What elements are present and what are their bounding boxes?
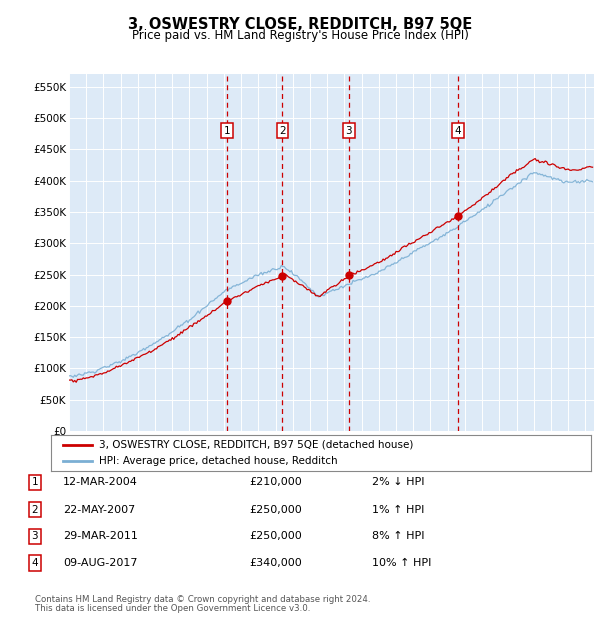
Text: 12-MAR-2004: 12-MAR-2004 bbox=[63, 477, 138, 487]
Text: £210,000: £210,000 bbox=[249, 477, 302, 487]
Text: 29-MAR-2011: 29-MAR-2011 bbox=[63, 531, 138, 541]
Text: 2% ↓ HPI: 2% ↓ HPI bbox=[372, 477, 425, 487]
Text: 2: 2 bbox=[31, 505, 38, 515]
Text: 3: 3 bbox=[31, 531, 38, 541]
Text: Contains HM Land Registry data © Crown copyright and database right 2024.: Contains HM Land Registry data © Crown c… bbox=[35, 595, 370, 604]
Text: 4: 4 bbox=[455, 126, 461, 136]
Text: HPI: Average price, detached house, Redditch: HPI: Average price, detached house, Redd… bbox=[98, 456, 337, 466]
Text: 22-MAY-2007: 22-MAY-2007 bbox=[63, 505, 135, 515]
Text: This data is licensed under the Open Government Licence v3.0.: This data is licensed under the Open Gov… bbox=[35, 604, 310, 613]
Text: 3, OSWESTRY CLOSE, REDDITCH, B97 5QE: 3, OSWESTRY CLOSE, REDDITCH, B97 5QE bbox=[128, 17, 472, 32]
Text: 2: 2 bbox=[279, 126, 286, 136]
Text: 09-AUG-2017: 09-AUG-2017 bbox=[63, 558, 137, 568]
Text: 3, OSWESTRY CLOSE, REDDITCH, B97 5QE (detached house): 3, OSWESTRY CLOSE, REDDITCH, B97 5QE (de… bbox=[98, 440, 413, 450]
Text: £250,000: £250,000 bbox=[249, 505, 302, 515]
Text: 10% ↑ HPI: 10% ↑ HPI bbox=[372, 558, 431, 568]
Text: 4: 4 bbox=[31, 558, 38, 568]
Text: Price paid vs. HM Land Registry's House Price Index (HPI): Price paid vs. HM Land Registry's House … bbox=[131, 29, 469, 42]
Text: £340,000: £340,000 bbox=[249, 558, 302, 568]
Text: 1: 1 bbox=[224, 126, 230, 136]
Text: 1: 1 bbox=[31, 477, 38, 487]
Text: 3: 3 bbox=[346, 126, 352, 136]
Text: 8% ↑ HPI: 8% ↑ HPI bbox=[372, 531, 425, 541]
Text: 1% ↑ HPI: 1% ↑ HPI bbox=[372, 505, 424, 515]
Text: £250,000: £250,000 bbox=[249, 531, 302, 541]
